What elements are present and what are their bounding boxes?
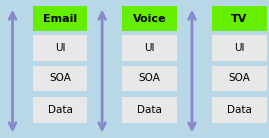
Text: Email: Email	[43, 14, 77, 24]
FancyBboxPatch shape	[33, 35, 87, 61]
Text: TV: TV	[231, 14, 248, 24]
Text: Data: Data	[48, 105, 72, 115]
FancyBboxPatch shape	[33, 6, 87, 31]
Text: UI: UI	[234, 43, 245, 53]
Text: Voice: Voice	[133, 14, 166, 24]
FancyBboxPatch shape	[122, 6, 177, 31]
Text: SOA: SOA	[139, 73, 161, 83]
FancyBboxPatch shape	[212, 97, 267, 123]
FancyBboxPatch shape	[212, 35, 267, 61]
Text: SOA: SOA	[228, 73, 250, 83]
FancyBboxPatch shape	[33, 66, 87, 91]
FancyBboxPatch shape	[33, 97, 87, 123]
FancyBboxPatch shape	[212, 66, 267, 91]
Text: UI: UI	[144, 43, 155, 53]
Text: Data: Data	[227, 105, 252, 115]
FancyBboxPatch shape	[212, 6, 267, 31]
FancyBboxPatch shape	[122, 66, 177, 91]
FancyBboxPatch shape	[122, 35, 177, 61]
Text: UI: UI	[55, 43, 65, 53]
Text: Data: Data	[137, 105, 162, 115]
FancyBboxPatch shape	[122, 97, 177, 123]
Text: SOA: SOA	[49, 73, 71, 83]
